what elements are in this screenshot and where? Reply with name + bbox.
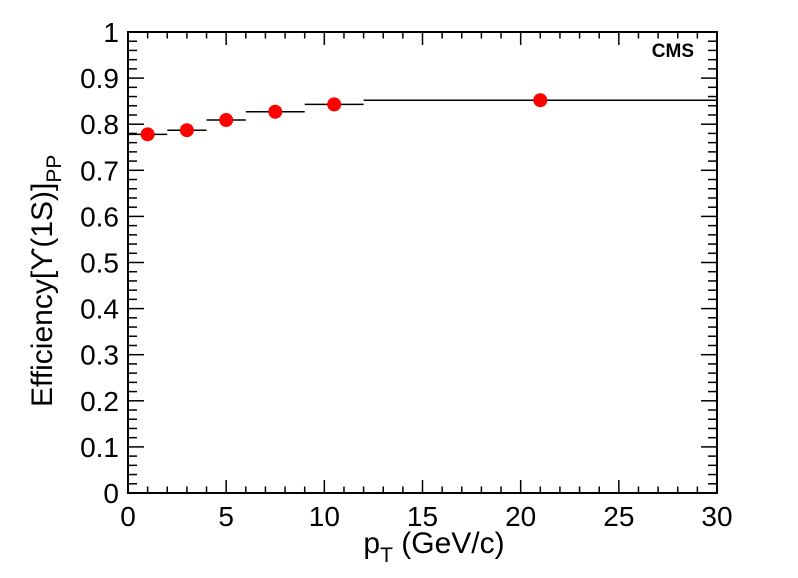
data-point-marker xyxy=(533,93,548,108)
experiment-label: CMS xyxy=(652,41,694,62)
data-point-marker xyxy=(219,113,234,128)
axis-title-text: (GeV/c) xyxy=(393,527,505,560)
x-tick-label: 25 xyxy=(603,501,634,532)
x-axis-title: pT (GeV/c) xyxy=(363,527,504,567)
y-tick-label: 0.4 xyxy=(80,294,119,325)
y-tick-label: 0.2 xyxy=(80,386,119,417)
data-point-marker xyxy=(179,123,194,138)
axis-title-text: Efficiency[ϒ(1S)] xyxy=(26,183,59,407)
data-series xyxy=(128,93,717,142)
axis-title-text: p xyxy=(363,527,380,560)
y-axis-ticks xyxy=(128,31,717,494)
y-tick-label: 1 xyxy=(103,17,119,48)
y-tick-label: 0.9 xyxy=(80,63,119,94)
y-tick-label: 0.6 xyxy=(80,201,119,232)
data-point-marker xyxy=(140,127,155,142)
x-tick-label: 10 xyxy=(309,501,340,532)
x-tick-label: 20 xyxy=(505,501,536,532)
x-tick-label: 15 xyxy=(407,501,438,532)
x-axis-tick-labels: 0 5 10 15 20 25 30 xyxy=(120,501,732,532)
x-tick-label: 5 xyxy=(218,501,234,532)
x-tick-label: 30 xyxy=(701,501,732,532)
y-tick-label: 0 xyxy=(103,478,119,509)
y-tick-label: 0.7 xyxy=(80,155,119,186)
y-tick-label: 0.8 xyxy=(80,109,119,140)
axis-title-subscript: T xyxy=(380,544,393,567)
x-tick-label: 0 xyxy=(120,501,136,532)
axis-title-subscript: PP xyxy=(43,155,66,183)
y-tick-label: 0.1 xyxy=(80,432,119,463)
y-axis-tick-labels: 0 0.1 0.2 0.3 0.4 0.5 0.6 0.7 0.8 0.9 1 xyxy=(80,17,119,509)
y-tick-label: 0.5 xyxy=(80,248,119,279)
plot-frame xyxy=(127,31,718,494)
x-axis-ticks xyxy=(127,32,718,493)
data-point-marker xyxy=(268,104,283,119)
y-tick-label: 0.3 xyxy=(80,340,119,371)
data-point-marker xyxy=(327,97,342,112)
y-axis-title: Efficiency[ϒ(1S)]PP xyxy=(26,155,66,407)
